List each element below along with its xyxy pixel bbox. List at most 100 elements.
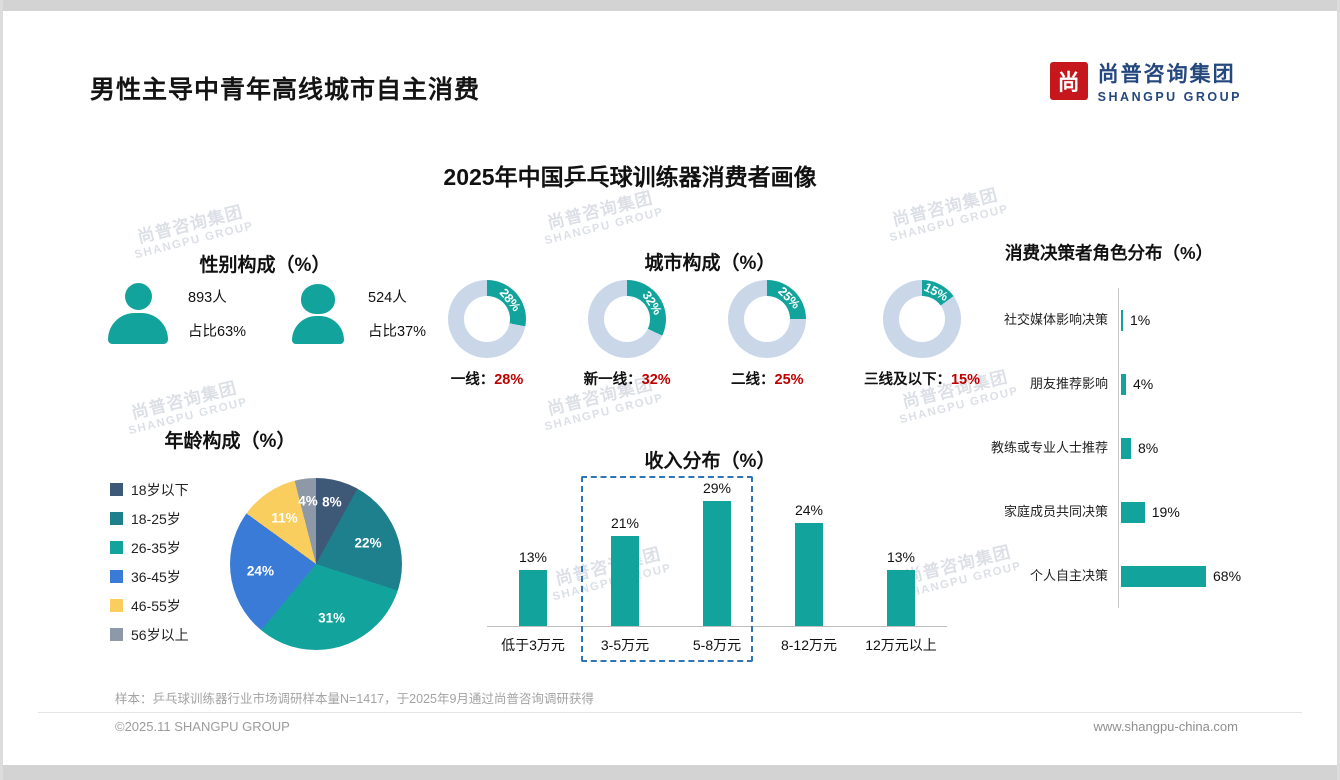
bar [1121, 437, 1131, 459]
female-icon [282, 283, 354, 344]
city-donut-charts: 28% 一线：28% 32% 新一线：32% 25% 二线：25% 15% 三线… [448, 280, 980, 389]
female-stats: 524人 占比37% [368, 286, 430, 341]
legend-swatch [110, 541, 123, 554]
copyright-text: ©2025.11 SHANGPU GROUP [115, 719, 290, 734]
bar-value-label: 19% [1151, 504, 1180, 520]
slide-frame-right [1337, 0, 1340, 780]
decision-row: 朋友推荐影响 4% [952, 352, 1322, 416]
pie-slice-label: 24% [246, 563, 274, 579]
bar-value-label: 1% [1130, 312, 1151, 328]
bar [887, 570, 915, 626]
donut-chart: 32% [588, 280, 667, 358]
donut-group: 15% 三线及以下：15% [864, 280, 980, 389]
sample-note: 样本：乒乓球训练器行业市场调研样本量N=1417，于2025年9月通过尚普咨询调… [115, 692, 594, 706]
slide-frame-bottom [0, 765, 1340, 780]
legend-item: 46-55岁 [110, 591, 189, 620]
income-section-title: 收入分布（%） [644, 451, 776, 472]
decision-row: 家庭成员共同决策 19% [952, 480, 1322, 544]
donut-chart: 28% [448, 280, 526, 358]
slide-frame-left [0, 0, 3, 780]
city-section-title: 城市构成（%） [644, 253, 776, 274]
logo-icon: 尚 [1049, 62, 1088, 100]
bar [1121, 373, 1126, 395]
legend-swatch [110, 512, 123, 525]
age-section-title: 年龄构成（%） [164, 431, 296, 452]
donut-caption: 新一线：32% [583, 372, 671, 388]
bar-value-label: 29% [702, 480, 732, 497]
legend-swatch [110, 628, 123, 641]
income-plot-area: 13% 21% 29% 24% 13% [487, 468, 947, 626]
bar-value-label: 21% [610, 514, 640, 531]
footer-divider [38, 712, 1302, 713]
income-bar-column: 24% [763, 468, 855, 626]
bar-value-label: 13% [518, 549, 548, 566]
pie-slice-label: 4% [298, 493, 318, 508]
donut-caption-value: 15% [950, 372, 980, 388]
donut-caption-value: 25% [774, 372, 804, 388]
donut-caption: 二线：25% [731, 372, 804, 388]
donut-percentage-label: 25% [774, 283, 803, 312]
income-category-labels: 低于3万元 3-5万元 5-8万元 8-12万元 12万元以上 [501, 637, 937, 653]
legend-item: 56岁以上 [110, 620, 189, 649]
pie-slice-label: 8% [322, 494, 342, 510]
donut-caption: 一线：28% [450, 372, 524, 388]
pie-slice-label: 11% [271, 510, 298, 526]
bar-value-label: 8% [1138, 440, 1159, 456]
female-count: 524人 [368, 290, 407, 306]
bar [1121, 501, 1145, 523]
bar [703, 501, 731, 626]
donut-group: 25% 二线：25% [728, 280, 807, 389]
donut-caption: 三线及以下：15% [863, 372, 980, 388]
decision-row: 教练或专业人士推荐 8% [952, 416, 1322, 480]
legend-swatch [110, 483, 123, 496]
decision-row: 社交媒体影响决策 1% [952, 288, 1322, 352]
income-bar-chart: 13% 21% 29% 24% 13% 低于3万元 3-5万元 5-8万元 8-… [487, 468, 947, 662]
page-title: 男性主导中青年高线城市自主消费 [90, 76, 481, 104]
logo-name-en: SHANGPU GROUP [1097, 90, 1242, 104]
male-count: 893人 [188, 290, 227, 306]
income-bar-column: 29% [671, 468, 763, 626]
pie-slice-label: 31% [318, 610, 346, 626]
legend-item: 36-45岁 [110, 562, 189, 591]
donut-chart: 25% [728, 280, 807, 358]
donut-percentage-label: 28% [496, 285, 524, 314]
legend-item: 18岁以下 [110, 475, 189, 504]
legend-item: 26-35岁 [110, 533, 189, 562]
bar-value-label: 13% [886, 549, 916, 566]
donut-group: 28% 一线：28% [448, 280, 526, 389]
bar [795, 522, 823, 626]
income-bar-column: 13% [855, 468, 947, 626]
logo-name-cn: 尚普咨询集团 [1097, 63, 1236, 86]
decision-section-title: 消费决策者角色分布（%） [1005, 243, 1214, 263]
gender-section-title: 性别构成（%） [199, 255, 331, 276]
donut-percentage-label: 32% [639, 288, 666, 318]
income-bar-column: 21% [579, 468, 671, 626]
bar [611, 535, 639, 626]
legend-swatch [110, 570, 123, 583]
gender-stats: 893人 占比63% 524人 占比37% [102, 283, 430, 344]
age-legend: 18岁以下 18-25岁 26-35岁 36-45岁 46-55岁 56岁以上 [110, 475, 189, 649]
male-share: 占比63% [188, 324, 247, 340]
slide-frame-top [0, 0, 1340, 11]
x-axis [487, 626, 947, 627]
bar [1121, 565, 1206, 587]
bar-value-label: 24% [794, 501, 824, 518]
donut-caption-value: 28% [494, 372, 524, 388]
male-icon [102, 283, 174, 344]
age-pie-chart: 8% 22% 31% 24% 11% 4% [230, 478, 402, 650]
pie-slice-label: 22% [354, 535, 382, 551]
bar-value-label: 4% [1133, 376, 1154, 392]
income-bar-column: 13% [487, 468, 579, 626]
donut-group: 32% 新一线：32% [584, 280, 671, 389]
chart-main-title: 2025年中国乒乓球训练器消费者画像 [443, 164, 817, 190]
donut-chart: 15% [882, 280, 961, 358]
bar-value-label: 68% [1213, 568, 1242, 584]
female-share: 占比37% [368, 324, 427, 340]
bar [1121, 309, 1123, 331]
donut-percentage-label: 15% [921, 280, 950, 305]
decision-hbar-chart: 社交媒体影响决策 1% 朋友推荐影响 4% 教练或专业人士推荐 8% 家庭成员共同决策… [952, 288, 1322, 608]
decision-row: 个人自主决策 68% [952, 544, 1322, 608]
legend-item: 18-25岁 [110, 504, 189, 533]
logo-text: 尚普咨询集团 SHANGPU GROUP [1098, 58, 1242, 104]
male-stats: 893人 占比63% [188, 286, 250, 341]
